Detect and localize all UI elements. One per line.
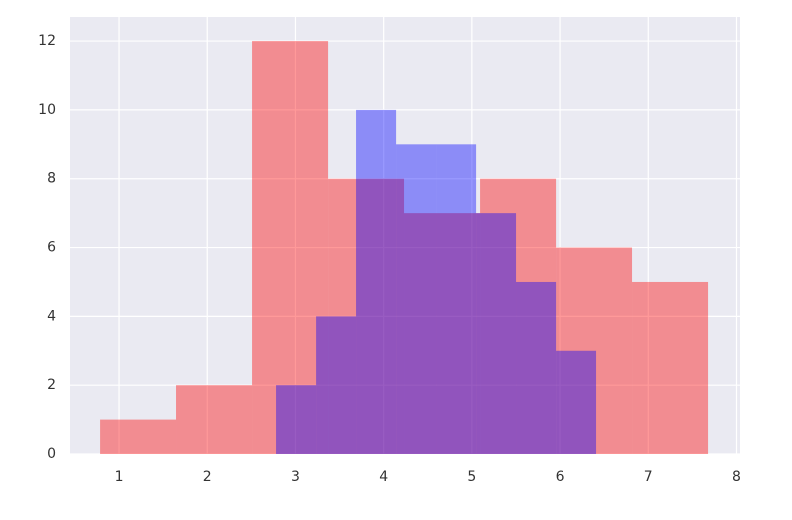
histogram-bar bbox=[516, 281, 557, 454]
x-tick-label: 2 bbox=[203, 469, 212, 485]
y-tick-label: 4 bbox=[47, 308, 56, 324]
histogram-bar bbox=[316, 316, 357, 454]
x-tick-label: 8 bbox=[732, 469, 741, 485]
histogram-bar bbox=[404, 213, 481, 454]
x-tick-label: 5 bbox=[467, 469, 476, 485]
x-tick-label: 4 bbox=[379, 469, 388, 485]
x-tick-label: 3 bbox=[291, 469, 300, 485]
x-tick-label: 1 bbox=[115, 469, 124, 485]
histogram-bar bbox=[556, 247, 633, 454]
histogram-bar bbox=[632, 281, 709, 454]
y-tick-label: 8 bbox=[47, 171, 56, 187]
histogram-bar bbox=[556, 350, 597, 454]
histogram-bar bbox=[100, 419, 177, 454]
x-tick-label: 6 bbox=[556, 469, 565, 485]
plot-area bbox=[70, 17, 740, 454]
histogram-bar bbox=[276, 385, 317, 454]
y-tick-label: 12 bbox=[38, 33, 56, 49]
histogram-bar bbox=[396, 144, 437, 455]
y-tick-label: 2 bbox=[47, 377, 56, 393]
x-tick-label: 7 bbox=[644, 469, 653, 485]
histogram-bar bbox=[476, 213, 517, 454]
histogram-bar bbox=[252, 41, 329, 455]
histogram-bar bbox=[356, 109, 397, 454]
y-tick-label: 6 bbox=[47, 240, 56, 256]
histogram-bar bbox=[328, 178, 405, 454]
y-tick-label: 10 bbox=[38, 102, 56, 118]
y-tick-label: 0 bbox=[47, 446, 56, 462]
histogram-bar bbox=[436, 144, 477, 455]
histogram-bar bbox=[480, 178, 557, 454]
histogram-bar bbox=[176, 385, 253, 454]
